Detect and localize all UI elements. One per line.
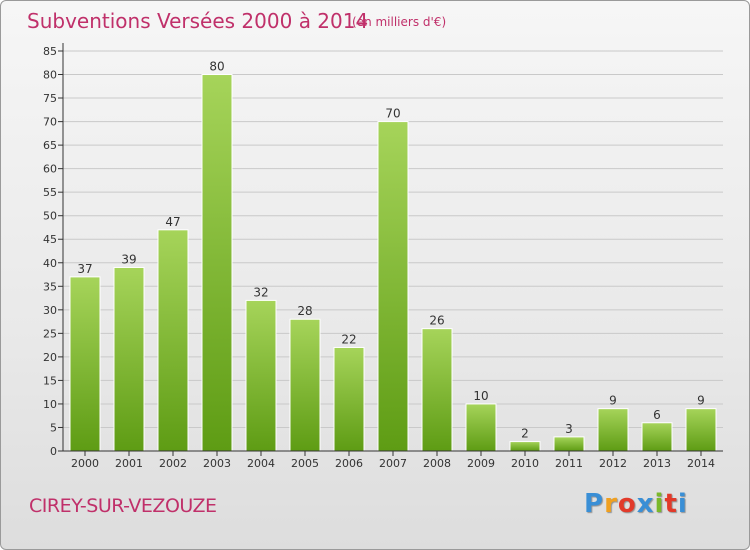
data-label: 2 <box>521 427 529 441</box>
bar-2001 <box>113 266 145 452</box>
bar-2009 <box>465 403 497 452</box>
x-tick-label: 2010 <box>511 457 539 470</box>
y-tick-label: 40 <box>43 257 57 270</box>
data-label: 70 <box>385 107 400 121</box>
chart-subtitle: (en milliers d'€) <box>352 15 447 29</box>
bar-2014 <box>685 408 717 452</box>
logo-letter: i <box>677 489 688 519</box>
data-label: 9 <box>609 394 617 408</box>
y-tick-label: 85 <box>43 45 57 58</box>
y-tick-label: 55 <box>43 186 57 199</box>
bar-2008 <box>421 328 453 452</box>
commune-name: CIREY-SUR-VEZOUZE <box>29 495 217 517</box>
data-label: 47 <box>165 215 180 229</box>
y-tick-label: 70 <box>43 116 57 129</box>
x-tick-label: 2009 <box>467 457 495 470</box>
proxiti-logo: Proxiti <box>584 489 688 519</box>
bars <box>69 74 717 452</box>
logo-letter: x <box>636 489 655 519</box>
x-tick-label: 2005 <box>291 457 319 470</box>
logo-letter: o <box>617 489 637 519</box>
data-label: 3 <box>565 422 573 436</box>
bar-2003 <box>201 74 233 452</box>
y-tick-label: 65 <box>43 139 57 152</box>
bar-2013 <box>641 422 673 452</box>
y-tick-label: 15 <box>43 374 57 387</box>
data-label: 10 <box>473 389 488 403</box>
y-tick-label: 10 <box>43 398 57 411</box>
data-label: 28 <box>297 304 312 318</box>
y-tick-label: 50 <box>43 210 57 223</box>
bar-2011 <box>553 436 585 452</box>
x-tick-label: 2013 <box>643 457 671 470</box>
y-tick-label: 0 <box>50 445 57 458</box>
x-tick-label: 2001 <box>115 457 143 470</box>
data-label: 37 <box>77 262 92 276</box>
x-tick-label: 2004 <box>247 457 275 470</box>
data-label: 26 <box>429 314 444 328</box>
data-label: 80 <box>209 60 224 74</box>
y-axis-ticks: 0 5 10 15 20 25 30 35 40 45 50 55 60 65 70 75 80 85 <box>43 45 63 458</box>
x-tick-label: 2006 <box>335 457 363 470</box>
y-tick-label: 35 <box>43 280 57 293</box>
x-tick-label: 2003 <box>203 457 231 470</box>
bar-2012 <box>597 408 629 452</box>
bar-2010 <box>509 441 541 452</box>
x-tick-label: 2007 <box>379 457 407 470</box>
y-tick-label: 60 <box>43 163 57 176</box>
data-label: 22 <box>341 332 356 346</box>
bar-2002 <box>157 229 189 452</box>
y-tick-label: 25 <box>43 327 57 340</box>
logo-letter: r <box>604 489 618 519</box>
data-label: 6 <box>653 408 661 422</box>
bar-2005 <box>289 318 321 452</box>
x-tick-label: 2002 <box>159 457 187 470</box>
data-label: 9 <box>697 394 705 408</box>
data-label: 39 <box>121 252 136 266</box>
y-tick-label: 75 <box>43 92 57 105</box>
y-tick-label: 30 <box>43 304 57 317</box>
bar-2004 <box>245 299 277 452</box>
axes <box>62 43 723 452</box>
y-tick-label: 80 <box>43 69 57 82</box>
bar-2000 <box>69 276 101 452</box>
x-axis-ticks: 2000 2001 2002 2003 2004 2005 2006 2007 2008 2009… <box>71 451 715 470</box>
x-tick-label: 2011 <box>555 457 583 470</box>
logo-letter: t <box>664 489 678 519</box>
logo-letter: i <box>654 489 665 519</box>
x-tick-label: 2000 <box>71 457 99 470</box>
x-tick-label: 2008 <box>423 457 451 470</box>
y-tick-label: 5 <box>50 421 57 434</box>
bar-2006 <box>333 346 365 452</box>
x-tick-label: 2012 <box>599 457 627 470</box>
x-tick-label: 2014 <box>687 457 715 470</box>
bar-2007 <box>377 121 409 452</box>
y-tick-label: 45 <box>43 233 57 246</box>
y-tick-label: 20 <box>43 351 57 364</box>
data-label: 32 <box>253 285 268 299</box>
logo-letter: P <box>584 489 605 519</box>
chart-title: Subventions Versées 2000 à 2014 <box>27 9 369 33</box>
